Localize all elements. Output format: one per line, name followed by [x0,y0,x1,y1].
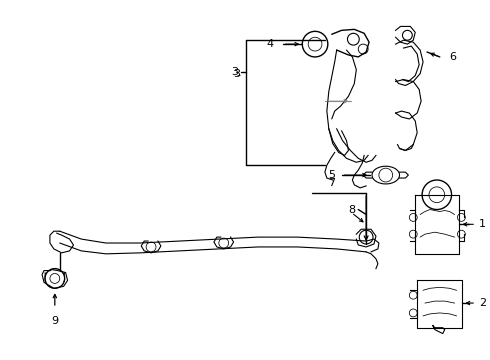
Text: 3: 3 [231,67,239,77]
Text: 5: 5 [328,170,335,180]
Text: 1: 1 [479,219,486,229]
Text: 3: 3 [233,69,241,79]
Text: 8: 8 [348,204,355,215]
Text: 6: 6 [450,52,457,62]
Text: 2: 2 [479,298,486,308]
Text: 4: 4 [267,39,274,49]
Text: 9: 9 [51,316,58,326]
Text: 7: 7 [328,178,335,188]
Text: -: - [237,69,241,80]
